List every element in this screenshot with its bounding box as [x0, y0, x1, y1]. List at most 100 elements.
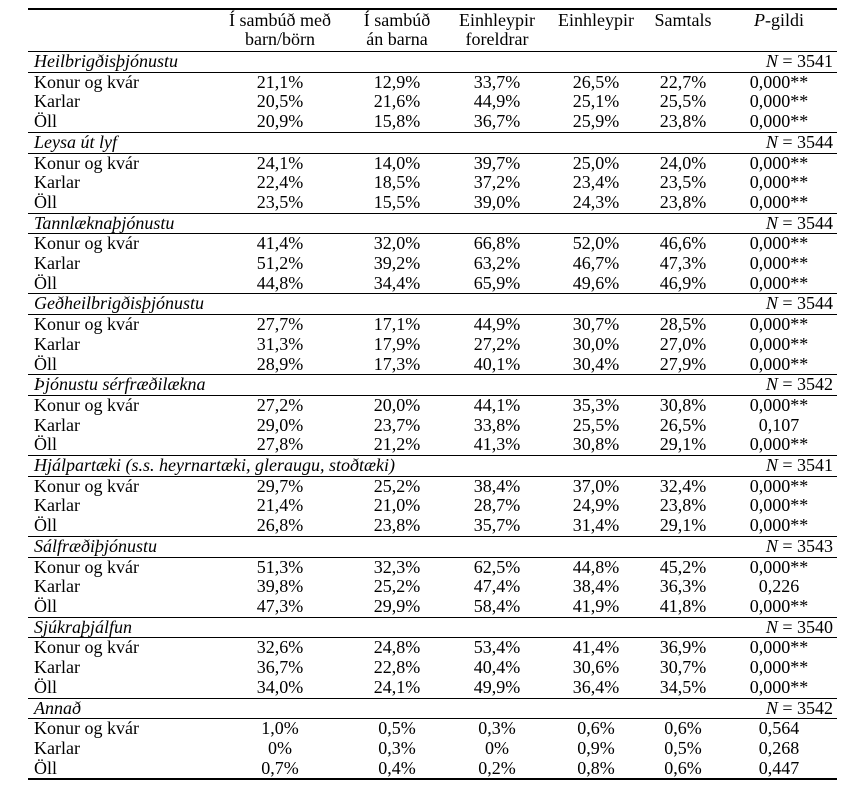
- value-cell: 25,2%: [373, 476, 421, 496]
- value-cell: 22,8%: [373, 658, 421, 678]
- data-row: Konur og kvár 27,2% 20,0% 44,1% 35,3% 30,8% 0,…: [28, 395, 837, 415]
- value-cell: 40,1%: [473, 354, 521, 374]
- n-italic-letter: N: [765, 293, 778, 314]
- value-cell: 0,000**: [749, 557, 809, 577]
- data-row: Öll 20,9% 15,8% 36,7% 25,9% 23,8% 0,000**: [28, 112, 837, 132]
- value-cell: 12,9%: [373, 72, 421, 92]
- value-cell: 0,226: [758, 577, 800, 597]
- row-label: Konur og kvár: [34, 314, 139, 335]
- value-cell: 28,5%: [659, 314, 707, 335]
- value-cell: 27,7%: [256, 314, 304, 335]
- value-cell: 0,000**: [749, 516, 809, 536]
- row-label: Karlar: [34, 415, 80, 435]
- n-italic-letter: N: [765, 374, 778, 395]
- row-label: Öll: [34, 112, 58, 132]
- row-label: Öll: [34, 596, 58, 616]
- value-cell: 24,0%: [659, 153, 707, 173]
- value-cell: 51,2%: [256, 254, 304, 274]
- value-cell: 0,9%: [577, 738, 615, 758]
- value-cell: 23,5%: [659, 173, 707, 193]
- data-row: Karlar 22,4% 18,5% 37,2% 23,4% 23,5% 0,000**: [28, 173, 837, 193]
- value-cell: 36,7%: [256, 658, 304, 678]
- value-cell: 38,4%: [473, 476, 521, 496]
- value-cell: 0,107: [758, 415, 800, 435]
- row-label: Karlar: [34, 254, 80, 274]
- value-cell: 0,000**: [749, 677, 809, 697]
- row-label: Konur og kvár: [34, 557, 139, 577]
- value-cell: 0,000**: [749, 72, 809, 92]
- value-cell: 28,9%: [256, 354, 304, 374]
- value-cell: 25,5%: [572, 415, 620, 435]
- value-cell: 34,4%: [373, 273, 421, 293]
- value-cell: 39,7%: [473, 153, 521, 173]
- value-cell: 27,0%: [659, 334, 707, 354]
- row-label: Konur og kvár: [34, 476, 139, 496]
- row-label: Öll: [34, 758, 58, 778]
- value-cell: 45,2%: [659, 557, 707, 577]
- value-cell: 0,2%: [478, 758, 516, 778]
- value-cell: 34,0%: [256, 677, 304, 697]
- row-label: Konur og kvár: [34, 233, 139, 254]
- value-cell: 25,1%: [572, 92, 620, 112]
- value-cell: 32,6%: [256, 637, 304, 658]
- value-cell: 25,9%: [572, 112, 620, 132]
- row-label: Karlar: [34, 738, 80, 758]
- section-title-row: Tannlæknaþjónustu N = 3544: [28, 213, 837, 234]
- value-cell: 38,4%: [572, 577, 620, 597]
- p-value-suffix: -gildi: [765, 10, 804, 30]
- value-cell: 23,8%: [373, 516, 421, 536]
- value-cell: 23,8%: [659, 192, 707, 212]
- value-cell: 0,000**: [749, 153, 809, 173]
- value-cell: 0,7%: [261, 758, 299, 778]
- section-n-label: N = 3541: [765, 455, 833, 476]
- value-cell: 0,000**: [749, 476, 809, 496]
- value-cell: 30,0%: [572, 334, 620, 354]
- value-cell: 44,1%: [473, 395, 521, 415]
- value-cell: 0,000**: [749, 112, 809, 132]
- data-row: Karlar 0% 0,3% 0% 0,9% 0,5% 0,268: [28, 739, 837, 759]
- section-title: Heilbrigðisþjónustu: [34, 51, 179, 71]
- section-n-label: N = 3544: [765, 213, 833, 233]
- value-cell: 24,9%: [572, 496, 620, 516]
- data-row: Konur og kvár 24,1% 14,0% 39,7% 25,0% 24,0% 0,…: [28, 153, 837, 173]
- data-row: Öll 34,0% 24,1% 49,9% 36,4% 34,5% 0,000**: [28, 678, 837, 698]
- row-label: Karlar: [34, 334, 80, 354]
- header-row: Í sambúð með barn/börn Í sambúð án barna…: [28, 9, 837, 52]
- value-cell: 34,5%: [659, 677, 707, 697]
- value-cell: 30,8%: [659, 395, 707, 415]
- section-title: Sjúkraþjálfun: [34, 617, 132, 637]
- value-cell: 41,3%: [473, 435, 521, 455]
- value-cell: 14,0%: [373, 153, 421, 173]
- value-cell: 41,9%: [572, 596, 620, 616]
- data-row: Karlar 29,0% 23,7% 33,8% 25,5% 26,5% 0,107: [28, 416, 837, 436]
- value-cell: 0,5%: [664, 738, 702, 758]
- data-row: Öll 47,3% 29,9% 58,4% 41,9% 41,8% 0,000**: [28, 597, 837, 617]
- value-cell: 49,9%: [473, 677, 521, 697]
- value-cell: 40,4%: [473, 658, 521, 678]
- value-cell: 36,9%: [659, 637, 707, 658]
- row-label: Konur og kvár: [34, 718, 139, 739]
- data-row: Öll 44,8% 34,4% 65,9% 49,6% 46,9% 0,000**: [28, 274, 837, 294]
- value-cell: 41,4%: [572, 637, 620, 658]
- row-label: Öll: [34, 516, 58, 536]
- value-cell: 44,9%: [473, 92, 521, 112]
- data-row: Karlar 20,5% 21,6% 44,9% 25,1% 25,5% 0,000**: [28, 92, 837, 112]
- row-label: Karlar: [34, 577, 80, 597]
- value-cell: 0,000**: [749, 596, 809, 616]
- row-label: Öll: [34, 192, 58, 212]
- value-cell: 46,7%: [572, 254, 620, 274]
- data-row: Konur og kvár 32,6% 24,8% 53,4% 41,4% 36,9% 0,…: [28, 638, 837, 658]
- value-cell: 26,5%: [659, 415, 707, 435]
- section-n-label: N = 3544: [765, 293, 833, 314]
- data-row: Konur og kvár 21,1% 12,9% 33,7% 26,5% 22,7% 0,…: [28, 72, 837, 92]
- row-label: Konur og kvár: [34, 395, 139, 415]
- value-cell: 27,2%: [256, 395, 304, 415]
- data-row: Karlar 36,7% 22,8% 40,4% 30,6% 30,7% 0,000**: [28, 658, 837, 678]
- value-cell: 0,000**: [749, 314, 809, 335]
- value-cell: 15,8%: [373, 112, 421, 132]
- data-row: Öll 27,8% 21,2% 41,3% 30,8% 29,1% 0,000**: [28, 435, 837, 455]
- data-row: Karlar 39,8% 25,2% 47,4% 38,4% 36,3% 0,226: [28, 577, 837, 597]
- value-cell: 21,2%: [373, 435, 421, 455]
- section-title-row: Þjónustu sérfræðilækna N = 3542: [28, 374, 837, 396]
- value-cell: 1,0%: [261, 718, 299, 739]
